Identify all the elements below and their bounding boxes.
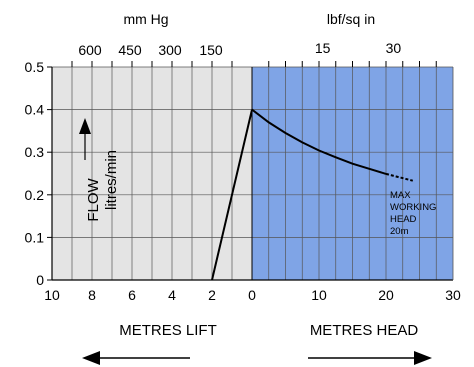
max-working-head-annotation: MAX WORKING HEAD 20m [390,190,436,237]
top-tick-label-mmhg: 450 [118,42,142,58]
x-tick-label-head: 10 [311,287,327,303]
metres-lift-label: METRES LIFT [119,322,217,339]
top-tick-label-psi: 15 [315,40,331,56]
x-tick-label-lift: 8 [88,287,96,303]
flow-arrow-head-icon [79,118,91,134]
top-right-axis-title: lbf/sq in [327,11,375,27]
series-line-lift [211,109,253,281]
top-tick-label-mmhg: 300 [158,42,182,58]
annotation-line-3: HEAD [390,214,417,225]
series-lines [211,108,414,281]
y-tick-label: 0.4 [25,102,45,118]
x-tick-label-lift: 6 [128,287,136,303]
y-tick-label: 0.1 [25,229,45,245]
series-line-head [251,108,387,175]
x-tick-label-lift: 10 [44,287,60,303]
x-tick-label-lift: 4 [168,287,176,303]
x-tick-label-lift: 0 [248,287,256,303]
y-tick-label: 0.5 [25,59,45,75]
annotation-line-4: 20m [390,226,409,237]
top-tick-label-mmhg: 600 [78,42,102,58]
top-tick-label-psi: 30 [386,40,402,56]
annotation-line-2: WORKING [390,202,436,213]
right-arrow-icon [308,351,432,365]
y-tick-label: 0.3 [25,144,45,160]
annotation-line-1: MAX [390,190,411,201]
y-tick-label: 0.2 [25,187,45,203]
x-tick-label-head: 20 [378,287,394,303]
top-tick-label-mmhg: 150 [199,42,223,58]
axes [47,61,454,281]
metres-head-label: METRES HEAD [310,322,419,339]
y-tick-label: 0 [36,272,44,288]
y-axis-label-line2: litres/min [103,150,120,210]
x-tick-label-head: 30 [445,287,461,303]
y-axis-label: FLOW litres/min [79,118,120,222]
x-tick-label-lift: 2 [208,287,216,303]
left-arrow-icon [82,351,190,365]
y-axis-label-line1: FLOW [85,177,102,221]
top-left-axis-title: mm Hg [123,11,168,27]
